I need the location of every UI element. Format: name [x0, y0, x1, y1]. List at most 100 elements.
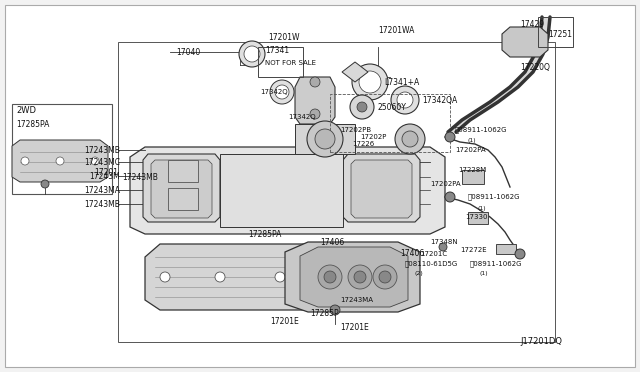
Text: 17243M: 17243M — [89, 171, 120, 180]
Text: L7341+A: L7341+A — [384, 77, 419, 87]
Text: 17406: 17406 — [320, 237, 344, 247]
Polygon shape — [462, 102, 498, 120]
Polygon shape — [448, 120, 470, 132]
Bar — [496, 244, 516, 254]
Polygon shape — [130, 147, 445, 234]
Circle shape — [354, 271, 366, 283]
Circle shape — [350, 95, 374, 119]
Circle shape — [307, 121, 343, 157]
Circle shape — [348, 265, 372, 289]
Text: 17272E: 17272E — [460, 247, 486, 253]
Text: 17201E: 17201E — [270, 317, 299, 327]
Polygon shape — [535, 37, 548, 54]
Bar — [330, 94, 450, 152]
Text: 17251: 17251 — [548, 29, 572, 38]
Text: 17228M: 17228M — [458, 167, 486, 173]
Text: 17342Q: 17342Q — [260, 89, 288, 95]
Text: 17226: 17226 — [352, 141, 374, 147]
Circle shape — [330, 305, 340, 315]
Bar — [538, 17, 573, 47]
Text: Ⓒ08110-61D5G: Ⓒ08110-61D5G — [405, 261, 458, 267]
Text: NOT FOR SALE: NOT FOR SALE — [265, 60, 316, 66]
Text: 17243MC: 17243MC — [84, 157, 120, 167]
Bar — [118, 42, 555, 342]
Circle shape — [275, 272, 285, 282]
Circle shape — [439, 243, 447, 251]
Text: 17330: 17330 — [465, 214, 488, 220]
Text: 17201E: 17201E — [340, 323, 369, 331]
Text: 17243MA: 17243MA — [84, 186, 120, 195]
Text: 2WD: 2WD — [16, 106, 36, 115]
Polygon shape — [540, 17, 550, 37]
Polygon shape — [525, 54, 543, 72]
Circle shape — [21, 157, 29, 165]
Circle shape — [215, 272, 225, 282]
Polygon shape — [342, 62, 368, 82]
Circle shape — [91, 157, 99, 165]
Polygon shape — [295, 77, 335, 124]
Text: ⓝ08911-1062G: ⓝ08911-1062G — [468, 194, 520, 200]
Circle shape — [275, 85, 289, 99]
Text: (1): (1) — [480, 272, 488, 276]
Circle shape — [391, 86, 419, 114]
Circle shape — [244, 46, 260, 62]
Text: 17348N: 17348N — [430, 239, 458, 245]
Text: 17202PA: 17202PA — [430, 181, 461, 187]
Circle shape — [318, 265, 342, 289]
Polygon shape — [351, 160, 412, 218]
Text: 17341: 17341 — [265, 45, 289, 55]
Circle shape — [324, 271, 336, 283]
Circle shape — [515, 249, 525, 259]
Text: ⓝ08911-1062G: ⓝ08911-1062G — [470, 261, 522, 267]
Polygon shape — [502, 27, 548, 57]
Circle shape — [445, 192, 455, 202]
Bar — [295, 124, 355, 154]
Text: 17243MB: 17243MB — [122, 173, 158, 182]
Circle shape — [380, 272, 390, 282]
Text: 17406: 17406 — [400, 250, 424, 259]
Polygon shape — [285, 242, 420, 312]
Circle shape — [445, 132, 455, 142]
Text: 17202P: 17202P — [360, 134, 387, 140]
Polygon shape — [510, 72, 533, 87]
Text: 17285P: 17285P — [310, 310, 339, 318]
Polygon shape — [300, 247, 408, 307]
Text: 17201C: 17201C — [420, 251, 447, 257]
Text: 17285PA: 17285PA — [248, 230, 282, 238]
Polygon shape — [143, 154, 220, 222]
Bar — [462, 170, 484, 184]
Text: (1): (1) — [478, 205, 486, 211]
Text: 17202PA: 17202PA — [455, 147, 486, 153]
Circle shape — [335, 272, 345, 282]
Text: (2): (2) — [415, 272, 424, 276]
Circle shape — [315, 129, 335, 149]
Text: 17342Q: 17342Q — [288, 114, 316, 120]
Circle shape — [352, 64, 388, 100]
Polygon shape — [343, 154, 420, 222]
Circle shape — [357, 102, 367, 112]
Bar — [12, 104, 112, 194]
Circle shape — [373, 265, 397, 289]
Text: 17201WA: 17201WA — [378, 26, 414, 35]
Text: 17220Q: 17220Q — [520, 62, 550, 71]
Bar — [168, 188, 198, 210]
Polygon shape — [151, 160, 212, 218]
Text: 17243MA: 17243MA — [340, 297, 373, 303]
Circle shape — [310, 109, 320, 119]
Text: 17285PA: 17285PA — [16, 119, 49, 128]
Text: 17429: 17429 — [520, 19, 544, 29]
Text: (1): (1) — [468, 138, 477, 142]
Text: 17201W: 17201W — [268, 32, 300, 42]
Bar — [168, 160, 198, 182]
Circle shape — [310, 77, 320, 87]
Circle shape — [270, 80, 294, 104]
Circle shape — [402, 131, 418, 147]
Text: 17040: 17040 — [176, 48, 200, 57]
Text: 17243MB: 17243MB — [84, 145, 120, 154]
Circle shape — [359, 71, 381, 93]
Text: 17243MB: 17243MB — [84, 199, 120, 208]
Circle shape — [397, 92, 413, 108]
Polygon shape — [490, 87, 518, 102]
Circle shape — [395, 124, 425, 154]
Polygon shape — [220, 154, 343, 227]
